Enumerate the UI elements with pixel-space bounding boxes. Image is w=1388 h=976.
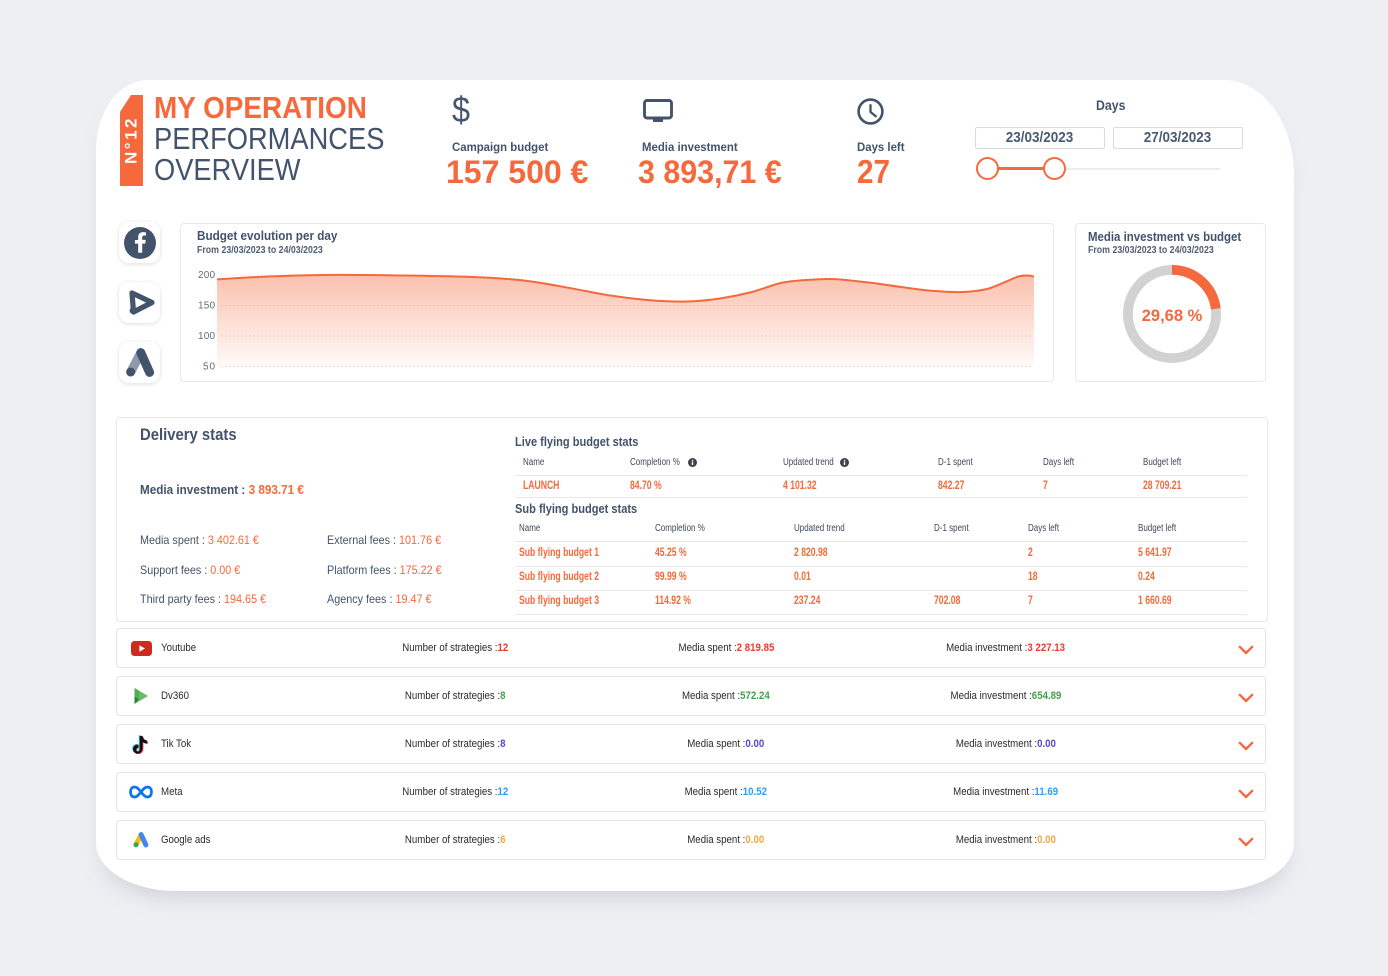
svg-text:100: 100 [198,331,215,342]
svg-text:150: 150 [198,301,215,312]
svg-text:50: 50 [203,362,215,373]
svg-text:200: 200 [198,270,215,281]
